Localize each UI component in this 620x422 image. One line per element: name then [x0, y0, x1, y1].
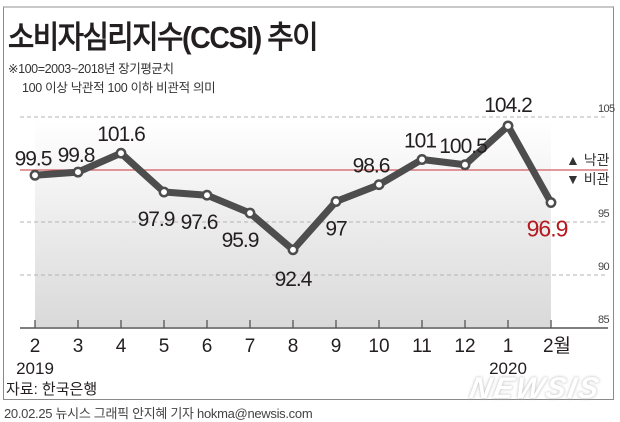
value-label: 97	[325, 218, 347, 241]
value-label: 97.9	[138, 208, 175, 231]
value-label: 100.5	[439, 135, 487, 158]
x-axis-labels: 2 3 4 5 6 7 8 9 10 11 12 1 2월	[30, 335, 571, 357]
y-tick-95: 95	[598, 208, 610, 220]
chart-note-meaning: 100 이상 낙관적 100 이하 비관적 의미	[22, 81, 216, 95]
chart-frame	[3, 6, 614, 400]
year-label: 2019	[16, 359, 54, 378]
data-point	[201, 189, 213, 201]
data-point	[459, 159, 471, 171]
value-label: 99.8	[58, 144, 95, 167]
data-point	[373, 179, 385, 191]
legend-pessimistic: ▼ 비관	[566, 171, 610, 187]
year-labels: 2019 2020	[16, 359, 527, 378]
data-point	[416, 154, 428, 165]
value-label: 96.9	[527, 216, 568, 242]
y-tick-105: 105	[598, 103, 615, 115]
x-tick-label: 2월	[543, 335, 571, 357]
newsis-watermark: NEWSIS	[467, 372, 604, 405]
year-label: 2020	[489, 359, 527, 378]
data-point	[29, 169, 41, 181]
legend-optimistic: ▲ 낙관	[566, 152, 610, 168]
x-tick-label: 5	[159, 336, 170, 357]
value-label: 99.5	[15, 147, 52, 170]
data-point	[330, 196, 342, 207]
x-tick-label: 3	[73, 336, 84, 357]
value-label: 92.4	[275, 268, 313, 291]
data-point	[72, 166, 84, 178]
value-label: 101	[404, 130, 436, 153]
data-point	[502, 120, 514, 132]
x-tick-label: 6	[202, 336, 213, 357]
value-label: 101.6	[97, 123, 145, 146]
x-tick-label: 4	[116, 336, 127, 357]
credit-footer: 20.02.25 뉴시스 그래픽 안지혜 기자 hokma@newsis.com	[4, 406, 313, 421]
x-tick-label: 8	[288, 336, 299, 357]
y-tick-85: 85	[598, 314, 610, 326]
chart-note-baseline: ※100=2003~2018년 장기평균치	[8, 62, 174, 76]
value-label: 98.6	[353, 155, 390, 178]
x-tick-label: 2	[30, 336, 41, 357]
data-source: 자료: 한국은행	[6, 381, 98, 398]
ccsi-data-points	[29, 120, 557, 256]
x-tick-label: 12	[454, 336, 475, 357]
y-axis-labels: 105 95 90 85	[598, 103, 616, 326]
value-label: 97.6	[181, 211, 218, 234]
data-point	[287, 244, 299, 256]
x-axis-ticks	[34, 320, 552, 328]
y-tick-90: 90	[598, 261, 610, 273]
x-tick-label: 11	[412, 336, 432, 357]
x-tick-label: 9	[331, 336, 342, 357]
data-point	[115, 147, 127, 159]
x-tick-label: 1	[503, 336, 514, 357]
chart-title: 소비자심리지수(CCSI) 추이	[8, 20, 319, 55]
x-tick-label: 10	[368, 336, 389, 357]
data-point	[158, 186, 170, 198]
data-point	[244, 207, 256, 219]
value-label: 104.2	[484, 94, 532, 117]
data-point	[545, 197, 557, 209]
x-tick-label: 7	[245, 336, 256, 357]
value-label: 95.9	[222, 229, 259, 252]
